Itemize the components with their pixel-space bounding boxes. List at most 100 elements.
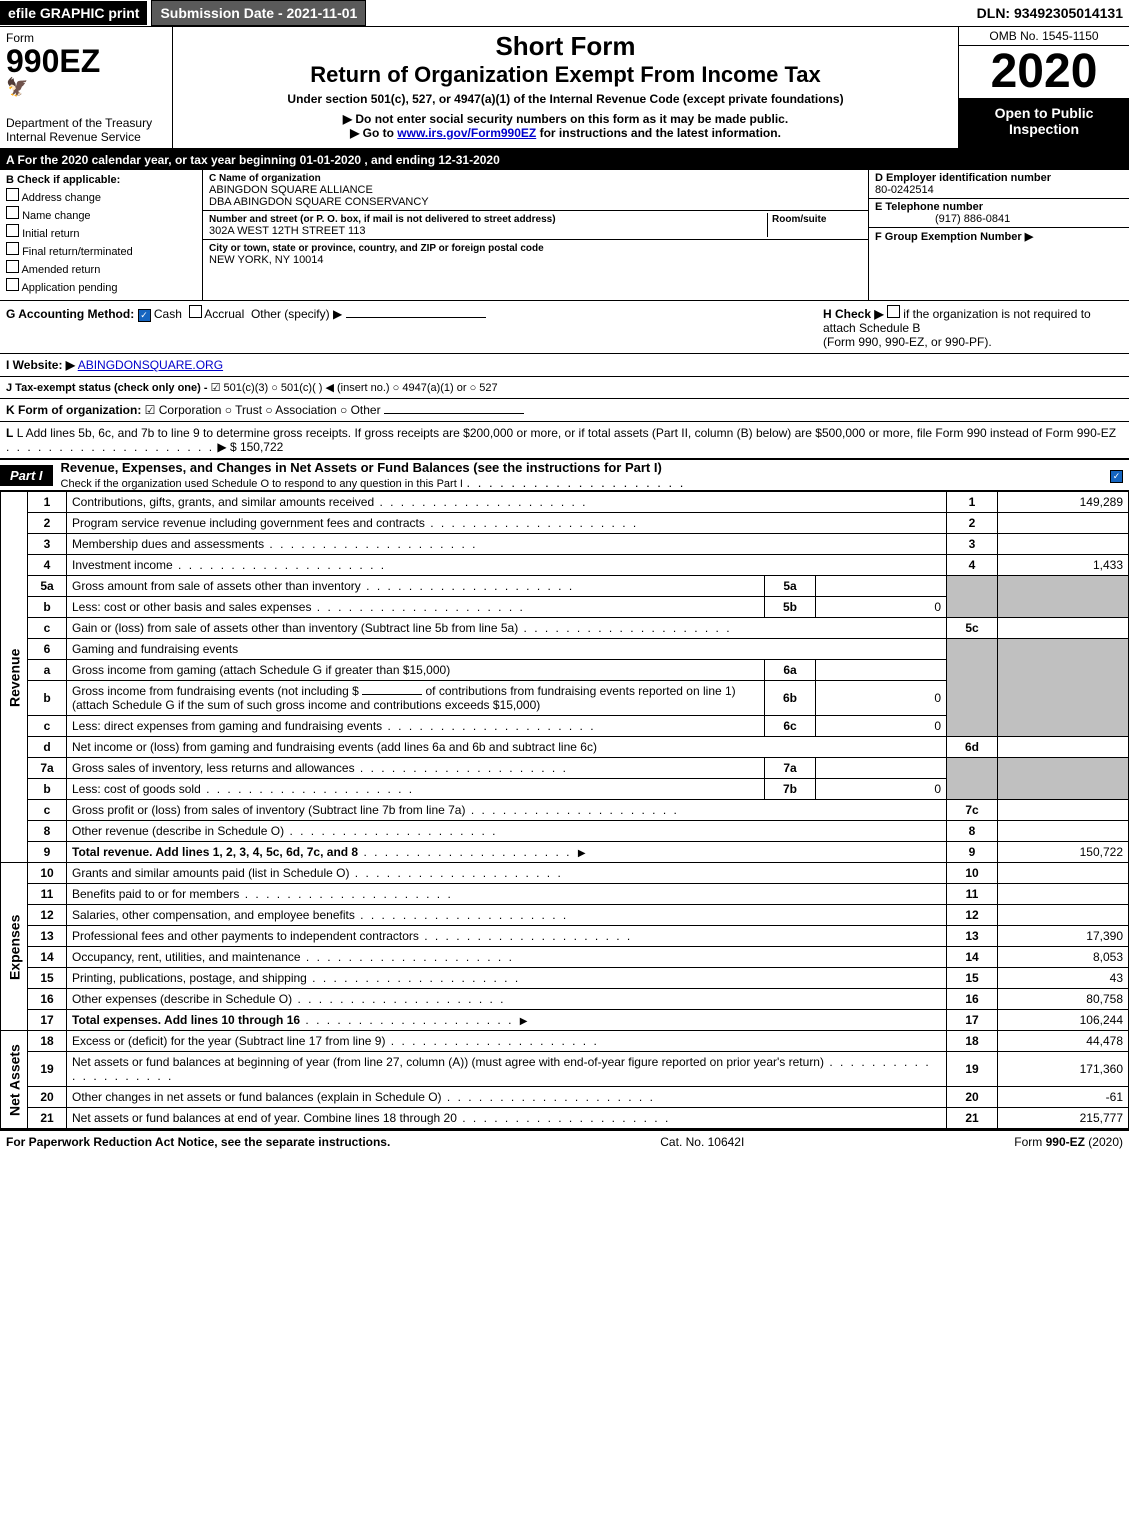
line-13: 13 Professional fees and other payments … (1, 926, 1129, 947)
j-opts: ☑ 501(c)(3) ○ 501(c)( ) ◀ (insert no.) ○… (211, 382, 498, 394)
line-15-amount: 43 (998, 968, 1129, 989)
section-i: I Website: ▶ ABINGDONSQUARE.ORG (0, 354, 1129, 377)
city-label: City or town, state or province, country… (209, 243, 544, 254)
efile-print-label: efile GRAPHIC print (0, 1, 147, 25)
netassets-vlabel: Net Assets (1, 1031, 28, 1129)
org-name-2: DBA ABINGDON SQUARE CONSERVANCY (209, 196, 429, 208)
line-16: 16 Other expenses (describe in Schedule … (1, 989, 1129, 1010)
form-number: 990EZ (6, 45, 166, 77)
submission-date: Submission Date - 2021-11-01 (151, 0, 366, 26)
omb-number: OMB No. 1545-1150 (959, 27, 1129, 46)
header-left: Form 990EZ 🦅 Department of the Treasury … (0, 27, 173, 148)
goto-prefix: ▶ Go to (350, 126, 397, 140)
section-j: J Tax-exempt status (check only one) - ☑… (0, 377, 1129, 399)
line-1-amount: 149,289 (998, 492, 1129, 513)
line-20: 20 Other changes in net assets or fund b… (1, 1087, 1129, 1108)
e-value: (917) 886-0841 (875, 213, 1010, 225)
line-15: 15 Printing, publications, postage, and … (1, 968, 1129, 989)
g-label: G Accounting Method: (6, 307, 134, 321)
g-cash: Cash (154, 307, 182, 321)
line-12: 12 Salaries, other compensation, and emp… (1, 905, 1129, 926)
opt-initial-return[interactable]: Initial return (6, 224, 196, 240)
k-label: K Form of organization: (6, 403, 141, 417)
h-check[interactable] (887, 305, 900, 318)
footer-left: For Paperwork Reduction Act Notice, see … (6, 1135, 390, 1149)
department: Department of the Treasury (6, 116, 166, 130)
line-20-amount: -61 (998, 1087, 1129, 1108)
line-1: Revenue 1 Contributions, gifts, grants, … (1, 492, 1129, 513)
line-6: 6 Gaming and fundraising events (1, 639, 1129, 660)
line-19-amount: 171,360 (998, 1052, 1129, 1087)
part1-badge: Part I (0, 465, 53, 486)
h-text3: (Form 990, 990-EZ, or 990-PF). (823, 335, 992, 349)
period-bar: A For the 2020 calendar year, or tax yea… (0, 150, 1129, 170)
do-not-enter: ▶ Do not enter social security numbers o… (181, 112, 950, 126)
d-value: 80-0242514 (875, 184, 934, 196)
line-17-amount: 106,244 (998, 1010, 1129, 1031)
section-b-label: B Check if applicable: (6, 174, 120, 186)
eagle-icon: 🦅 (6, 77, 166, 98)
org-section: B Check if applicable: Address change Na… (0, 170, 1129, 301)
goto-suffix: for instructions and the latest informat… (540, 126, 781, 140)
k-opts: ☑ Corporation ○ Trust ○ Association ○ Ot… (145, 403, 381, 417)
line-6b-input[interactable] (362, 694, 422, 695)
street-value: 302A WEST 12TH STREET 113 (209, 225, 366, 237)
k-other-input[interactable] (384, 413, 524, 414)
g-accrual: Accrual (204, 307, 244, 321)
part1-title: Revenue, Expenses, and Changes in Net As… (53, 460, 1110, 490)
return-title: Return of Organization Exempt From Incom… (181, 62, 950, 88)
footer-right: Form 990-EZ (2020) (1014, 1135, 1123, 1149)
irs-label: Internal Revenue Service (6, 130, 166, 144)
section-g: G Accounting Method: ✓ Cash Accrual Othe… (6, 305, 823, 349)
c-name-label: C Name of organization (209, 173, 321, 184)
line-18: Net Assets 18 Excess or (deficit) for th… (1, 1031, 1129, 1052)
dln: DLN: 93492305014131 (977, 5, 1129, 21)
opt-amended-return[interactable]: Amended return (6, 260, 196, 276)
line-3: 3 Membership dues and assessments 3 (1, 534, 1129, 555)
goto-line: ▶ Go to www.irs.gov/Form990EZ for instru… (181, 126, 950, 140)
line-9: 9 Total revenue. Add lines 1, 2, 3, 4, 5… (1, 842, 1129, 863)
opt-name-change[interactable]: Name change (6, 206, 196, 222)
g-cash-check[interactable]: ✓ (138, 309, 151, 322)
part1-sub: Check if the organization used Schedule … (61, 478, 463, 490)
j-label: J Tax-exempt status (check only one) - (6, 382, 208, 394)
line-5a: 5a Gross amount from sale of assets othe… (1, 576, 1129, 597)
org-name-1: ABINGDON SQUARE ALLIANCE (209, 184, 373, 196)
revenue-vlabel: Revenue (1, 492, 28, 863)
line-19: 19 Net assets or fund balances at beginn… (1, 1052, 1129, 1087)
opt-application-pending[interactable]: Application pending (6, 278, 196, 294)
part1-header: Part I Revenue, Expenses, and Changes in… (0, 459, 1129, 491)
h-label: H Check ▶ (823, 307, 884, 321)
section-k: K Form of organization: ☑ Corporation ○ … (0, 399, 1129, 422)
line-10: Expenses 10 Grants and similar amounts p… (1, 863, 1129, 884)
under-section: Under section 501(c), 527, or 4947(a)(1)… (181, 92, 950, 106)
arrow-icon (517, 1013, 531, 1027)
section-def: D Employer identification number 80-0242… (868, 170, 1129, 300)
section-c: C Name of organization ABINGDON SQUARE A… (203, 170, 868, 300)
opt-final-return[interactable]: Final return/terminated (6, 242, 196, 258)
line-2: 2 Program service revenue including gove… (1, 513, 1129, 534)
line-7a: 7a Gross sales of inventory, less return… (1, 758, 1129, 779)
header-center: Short Form Return of Organization Exempt… (173, 27, 958, 148)
line-7c: c Gross profit or (loss) from sales of i… (1, 800, 1129, 821)
line-16-amount: 80,758 (998, 989, 1129, 1010)
g-other-input[interactable] (346, 317, 486, 318)
opt-address-change[interactable]: Address change (6, 188, 196, 204)
l-text: L Add lines 5b, 6c, and 7b to line 9 to … (17, 426, 1116, 440)
line-21: 21 Net assets or fund balances at end of… (1, 1108, 1129, 1129)
line-4: 4 Investment income 4 1,433 (1, 555, 1129, 576)
part1-check[interactable]: ✓ (1110, 468, 1129, 483)
short-form-title: Short Form (181, 31, 950, 62)
g-other: Other (specify) ▶ (251, 307, 342, 321)
tax-year: 2020 (959, 46, 1129, 99)
line-14: 14 Occupancy, rent, utilities, and maint… (1, 947, 1129, 968)
section-h: H Check ▶ if the organization is not req… (823, 305, 1123, 349)
header-right: OMB No. 1545-1150 2020 Open to Public In… (958, 27, 1129, 148)
street-label: Number and street (or P. O. box, if mail… (209, 214, 556, 225)
lines-table: Revenue 1 Contributions, gifts, grants, … (0, 491, 1129, 1129)
line-13-amount: 17,390 (998, 926, 1129, 947)
line-4-amount: 1,433 (998, 555, 1129, 576)
g-accrual-check[interactable] (189, 305, 202, 318)
website-link[interactable]: ABINGDONSQUARE.ORG (78, 358, 223, 372)
goto-link[interactable]: www.irs.gov/Form990EZ (397, 126, 536, 140)
